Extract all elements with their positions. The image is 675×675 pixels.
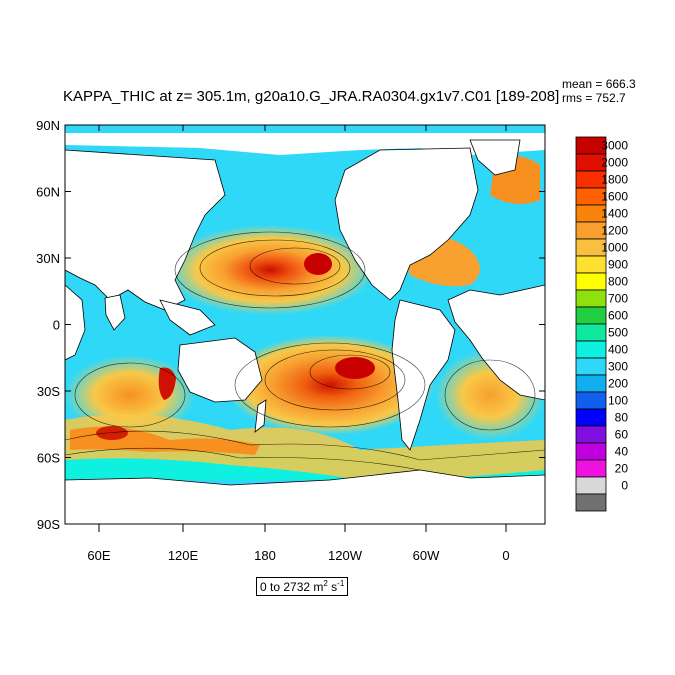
colorbar-label: 1600 <box>601 190 628 204</box>
colorbar-label: 100 <box>608 394 628 408</box>
colorbar-swatch <box>575 459 607 478</box>
colorbar-label: 1400 <box>601 207 628 221</box>
rms-stat: rms = 752.7 <box>562 91 626 105</box>
colorbar-swatch <box>575 408 607 427</box>
colorbar-labels: 3000200018001600140012001000900800700600… <box>601 139 628 493</box>
lon-label: 60E <box>87 548 110 563</box>
range-unit-mid: s <box>327 580 338 594</box>
lon-label: 0 <box>502 548 509 563</box>
colorbar-swatch <box>575 374 607 393</box>
colorbar-label: 1000 <box>601 241 628 255</box>
colorbar-label: 400 <box>608 343 628 357</box>
colorbar-label: 300 <box>608 360 628 374</box>
colorbar-swatch <box>575 306 607 325</box>
axis-ticks <box>65 124 545 532</box>
range-unit-sup1: 2 <box>323 579 328 588</box>
mean-stat: mean = 666.3 <box>562 77 636 91</box>
south-pacific-gyre <box>225 335 435 435</box>
lon-label: 120W <box>328 548 363 563</box>
lat-label: 90N <box>36 118 60 133</box>
longitude-labels: 60E 120E 180 120W 60W 0 <box>87 548 509 563</box>
colorbar-swatch <box>575 493 607 512</box>
colorbar-swatch <box>575 289 607 308</box>
colorbar-label: 2000 <box>601 156 628 170</box>
colorbar-label: 600 <box>608 309 628 323</box>
lon-label: 180 <box>254 548 276 563</box>
colorbar-swatch <box>575 391 607 410</box>
lat-label: 30N <box>36 251 60 266</box>
colorbar-label: 200 <box>608 377 628 391</box>
lat-label: 0 <box>53 318 60 333</box>
range-text: 0 to 2732 m <box>260 580 324 594</box>
colorbar <box>575 136 607 512</box>
colorbar-label: 0 <box>621 479 628 493</box>
lat-label: 60S <box>37 451 60 466</box>
land-masses <box>65 125 545 524</box>
southern-ocean-band <box>65 414 545 480</box>
latitude-labels: 90N 60N 30N 0 30S 60S 90S <box>36 118 60 532</box>
range-label: 0 to 2732 m2 s-1 <box>256 577 349 596</box>
colorbar-swatch <box>575 442 607 461</box>
colorbar-label: 3000 <box>601 139 628 153</box>
colorbar-label: 40 <box>615 445 629 459</box>
colorbar-swatch <box>575 425 607 444</box>
colorbar-swatch <box>575 323 607 342</box>
north-pacific-gyre <box>165 225 375 315</box>
lon-label: 120E <box>168 548 199 563</box>
colorbar-label: 60 <box>615 428 629 442</box>
colorbar-swatch <box>575 476 607 495</box>
colorbar-swatch <box>575 272 607 291</box>
colorbar-swatch <box>575 357 607 376</box>
lat-label: 60N <box>36 185 60 200</box>
south-pacific-core <box>335 357 375 379</box>
range-unit-sup2: -1 <box>337 579 345 588</box>
colorbar-label: 80 <box>615 411 629 425</box>
agulhas-peak <box>158 367 176 400</box>
north-pacific-core <box>304 253 332 275</box>
colorbar-swatch <box>575 340 607 359</box>
lon-label: 60W <box>413 548 440 563</box>
colorbar-label: 700 <box>608 292 628 306</box>
colorbar-label: 500 <box>608 326 628 340</box>
kerguelen-peak <box>96 426 128 440</box>
colorbar-label: 800 <box>608 275 628 289</box>
lat-label: 90S <box>37 517 60 532</box>
colorbar-label: 900 <box>608 258 628 272</box>
colorbar-swatch <box>575 255 607 274</box>
colorbar-label: 1800 <box>601 173 628 187</box>
lat-label: 30S <box>37 384 60 399</box>
contour-lines <box>65 231 545 471</box>
colorbar-label: 1200 <box>601 224 628 238</box>
colorbar-label: 20 <box>615 462 629 476</box>
plot-title: KAPPA_THIC at z= 305.1m, g20a10.G_JRA.RA… <box>63 88 560 105</box>
